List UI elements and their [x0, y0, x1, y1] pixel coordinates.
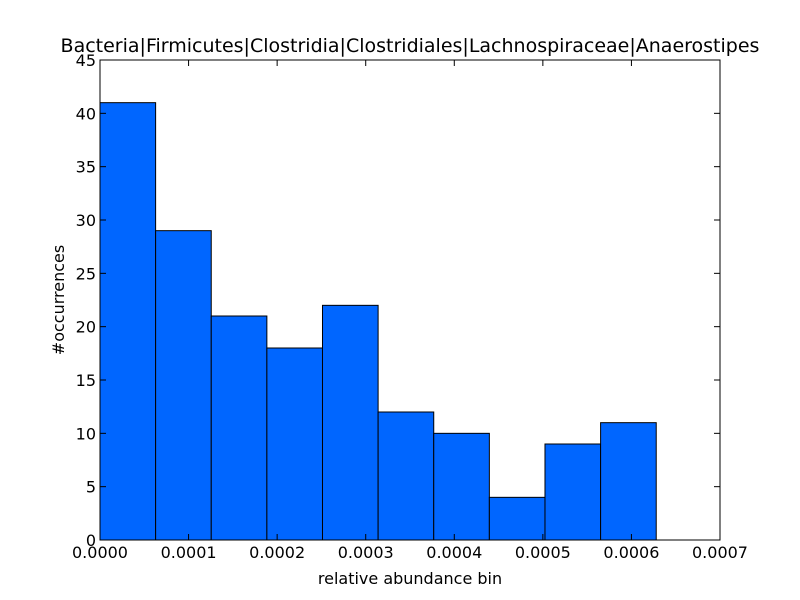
chart-title: Bacteria|Firmicutes|Clostridia|Clostridi… — [61, 35, 760, 57]
x-tick-label-7: 0.0007 — [692, 543, 748, 562]
histogram-bar-5 — [377, 411, 435, 541]
y-tick-label-6: 30 — [76, 211, 96, 230]
x-axis-label: relative abundance bin — [318, 569, 502, 588]
y-tick-label-4: 20 — [76, 318, 96, 337]
x-tick-label-2: 0.0002 — [249, 543, 305, 562]
histogram-bar-1 — [155, 230, 212, 541]
histogram-bar-9 — [600, 422, 657, 541]
histogram-bar-2 — [210, 315, 268, 541]
histogram-bar-8 — [544, 443, 602, 541]
x-tick-label-1: 0.0001 — [161, 543, 217, 562]
y-tick-label-3: 15 — [76, 371, 96, 390]
y-tick-label-8: 40 — [76, 104, 96, 123]
histogram-bar-6 — [433, 432, 490, 541]
plot-frame — [99, 59, 721, 541]
x-tick-label-6: 0.0006 — [603, 543, 659, 562]
x-tick-label-5: 0.0005 — [515, 543, 571, 562]
y-tick-label-9: 45 — [76, 51, 96, 70]
y-tick-label-1: 5 — [86, 478, 96, 497]
y-tick-label-5: 25 — [76, 264, 96, 283]
y-tick-label-0: 0 — [86, 531, 96, 550]
histogram-bar-3 — [266, 347, 323, 541]
x-tick-label-3: 0.0003 — [338, 543, 394, 562]
histogram-bar-4 — [321, 304, 379, 541]
y-axis-label: #occurrences — [49, 245, 68, 355]
ticks-group: 0.0000 0.0001 0.0002 0.0003 0.0004 0.0005 0.00… — [72, 51, 748, 562]
x-tick-label-4: 0.0004 — [426, 543, 482, 562]
x-tick-label-0: 0.0000 — [72, 543, 128, 562]
bars-group — [99, 102, 657, 541]
histogram-bar-7 — [488, 496, 546, 541]
y-tick-label-7: 35 — [76, 158, 96, 177]
y-tick-label-2: 10 — [76, 424, 96, 443]
histogram-bar-0 — [99, 102, 157, 541]
